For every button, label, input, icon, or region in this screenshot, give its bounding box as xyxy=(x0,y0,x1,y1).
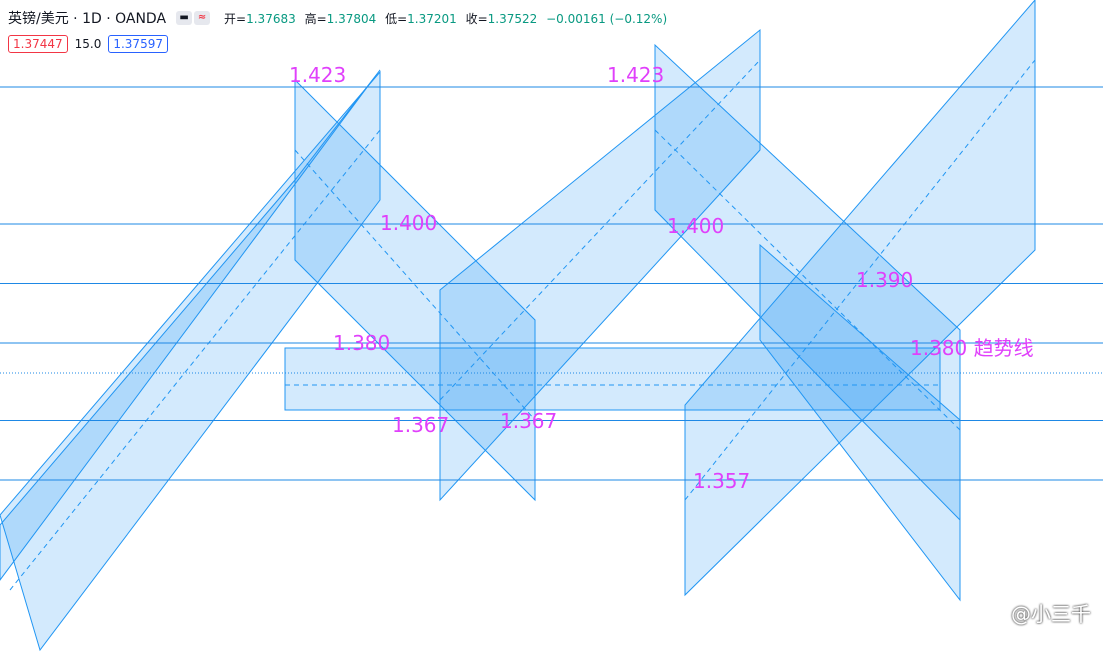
price-annotation: 1.423 xyxy=(607,63,664,87)
spread-value: 15.0 xyxy=(74,37,102,51)
channel-band xyxy=(0,69,381,581)
high-value: 1.37804 xyxy=(326,11,377,26)
change-value: −0.00161 (−0.12%) xyxy=(546,11,668,26)
channel-band xyxy=(684,0,1036,597)
price-annotation: 1.380 趋势线 xyxy=(910,336,1034,360)
channel-band xyxy=(0,70,381,652)
buy-price-button[interactable]: 1.37597 xyxy=(108,35,168,53)
close-value: 1.37522 xyxy=(487,11,538,26)
price-annotation: 1.357 xyxy=(693,469,750,493)
price-annotation: 1.367 xyxy=(392,413,449,437)
channel-band xyxy=(294,78,536,502)
horizontal-levels xyxy=(0,86,1103,481)
ohlc-values: 开=1.37683 高=1.37804 低=1.37201 收=1.37522 … xyxy=(224,11,668,26)
channel-midline xyxy=(294,149,536,421)
channel-band xyxy=(439,28,761,502)
channel-midline xyxy=(684,59,1036,501)
trend-channels xyxy=(0,0,1036,652)
open-value: 1.37683 xyxy=(246,11,296,26)
channel-midline xyxy=(439,59,761,401)
watermark-text: @小三千 xyxy=(1011,602,1091,626)
price-annotation: 1.390 xyxy=(856,268,913,292)
symbol-title[interactable]: 英镑/美元 · 1D · OANDA xyxy=(8,11,167,27)
wave-icon[interactable]: ≈ xyxy=(194,11,211,25)
price-annotation: 1.400 xyxy=(380,211,437,235)
quote-row: 1.37447 15.0 1.37597 xyxy=(8,35,168,53)
watermark-logo-icon xyxy=(988,608,1006,617)
price-annotations: 1.423 1.400 1.380 1.367 1.367 1.423 1.400 1.390… xyxy=(289,63,1034,493)
price-annotation: 1.423 xyxy=(289,63,346,87)
sell-price-button[interactable]: 1.37447 xyxy=(8,35,68,53)
channel-band xyxy=(759,243,961,602)
symbol-legend: 英镑/美元 · 1D · OANDA ▬ ≈ 开=1.37683 高=1.378… xyxy=(8,8,672,28)
low-value: 1.37201 xyxy=(407,11,457,26)
price-annotation: 1.400 xyxy=(667,214,724,238)
watermark: @小三千 xyxy=(987,598,1091,627)
indicator-tags[interactable]: ▬ ≈ xyxy=(176,11,211,25)
minus-icon[interactable]: ▬ xyxy=(176,11,193,25)
price-annotation: 1.380 xyxy=(333,331,390,355)
price-annotation: 1.367 xyxy=(500,409,557,433)
